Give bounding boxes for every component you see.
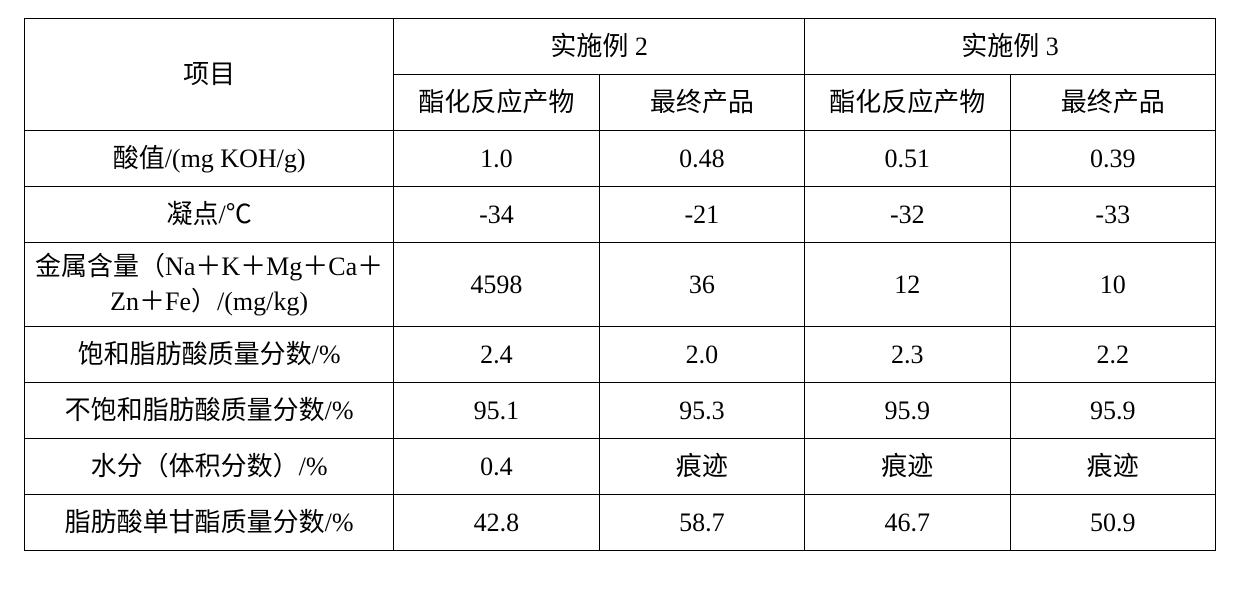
cell: 0.48 (599, 131, 804, 187)
table-body: 酸值/(mg KOH/g)1.00.480.510.39凝点/℃-34-21-3… (25, 131, 1216, 551)
cell: 12 (805, 243, 1010, 326)
cell: 0.4 (394, 438, 599, 494)
row-label: 凝点/℃ (25, 187, 394, 243)
cell: -33 (1010, 187, 1215, 243)
cell: 痕迹 (805, 438, 1010, 494)
sub-header-3: 酯化反应产物 (805, 75, 1010, 131)
cell: 42.8 (394, 494, 599, 550)
cell: 痕迹 (599, 438, 804, 494)
cell: 1.0 (394, 131, 599, 187)
row-label: 饱和脂肪酸质量分数/% (25, 326, 394, 382)
row-label: 金属含量（Na＋K＋Mg＋Ca＋Zn＋Fe）/(mg/kg) (25, 243, 394, 326)
cell: 10 (1010, 243, 1215, 326)
table-row: 金属含量（Na＋K＋Mg＋Ca＋Zn＋Fe）/(mg/kg)4598361210 (25, 243, 1216, 326)
cell: -32 (805, 187, 1010, 243)
cell: 2.3 (805, 326, 1010, 382)
data-table: 项目 实施例 2 实施例 3 酯化反应产物 最终产品 酯化反应产物 最终产品 酸… (24, 18, 1216, 551)
sub-header-2: 最终产品 (599, 75, 804, 131)
cell: 95.9 (805, 382, 1010, 438)
group-header-2: 实施例 3 (805, 19, 1216, 75)
cell: 95.1 (394, 382, 599, 438)
row-label: 脂肪酸单甘酯质量分数/% (25, 494, 394, 550)
cell: 95.9 (1010, 382, 1215, 438)
group-header-1: 实施例 2 (394, 19, 805, 75)
cell: 46.7 (805, 494, 1010, 550)
row-label: 不饱和脂肪酸质量分数/% (25, 382, 394, 438)
table-header: 项目 实施例 2 实施例 3 酯化反应产物 最终产品 酯化反应产物 最终产品 (25, 19, 1216, 131)
row-label: 水分（体积分数）/% (25, 438, 394, 494)
row-header-label: 项目 (25, 19, 394, 131)
table-row: 脂肪酸单甘酯质量分数/%42.858.746.750.9 (25, 494, 1216, 550)
cell: 4598 (394, 243, 599, 326)
cell: 痕迹 (1010, 438, 1215, 494)
table-row: 饱和脂肪酸质量分数/%2.42.02.32.2 (25, 326, 1216, 382)
table-row: 水分（体积分数）/%0.4痕迹痕迹痕迹 (25, 438, 1216, 494)
cell: 58.7 (599, 494, 804, 550)
cell: 0.51 (805, 131, 1010, 187)
cell: 50.9 (1010, 494, 1215, 550)
sub-header-1: 酯化反应产物 (394, 75, 599, 131)
table-row: 不饱和脂肪酸质量分数/%95.195.395.995.9 (25, 382, 1216, 438)
cell: 2.2 (1010, 326, 1215, 382)
cell: 0.39 (1010, 131, 1215, 187)
sub-header-4: 最终产品 (1010, 75, 1215, 131)
cell: 2.4 (394, 326, 599, 382)
row-label: 酸值/(mg KOH/g) (25, 131, 394, 187)
cell: 36 (599, 243, 804, 326)
cell: 2.0 (599, 326, 804, 382)
table-row: 凝点/℃-34-21-32-33 (25, 187, 1216, 243)
cell: 95.3 (599, 382, 804, 438)
table-row: 酸值/(mg KOH/g)1.00.480.510.39 (25, 131, 1216, 187)
cell: -21 (599, 187, 804, 243)
cell: -34 (394, 187, 599, 243)
